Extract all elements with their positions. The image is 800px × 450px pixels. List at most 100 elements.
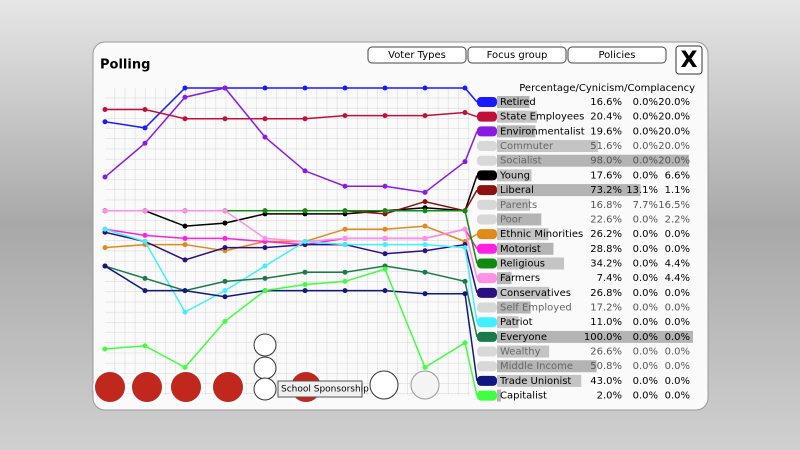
trend-point (302, 281, 308, 287)
icon[interactable] (253, 377, 277, 401)
trend-point (142, 239, 148, 244)
group-swatch[interactable] (477, 126, 497, 137)
group-value: 0.0% (665, 391, 690, 402)
close-label[interactable]: X (681, 48, 698, 73)
group-value: 100.0% (584, 332, 622, 343)
group-swatch[interactable] (477, 111, 497, 122)
trend-point (102, 208, 108, 214)
icon[interactable] (93, 370, 127, 404)
trend-point (382, 85, 388, 91)
icon[interactable] (253, 333, 277, 357)
trend-point (182, 364, 188, 370)
percentage-bar (497, 198, 530, 211)
percentage-bar (497, 360, 597, 373)
group-value: 17.2% (590, 303, 622, 314)
group-swatch[interactable] (477, 331, 497, 342)
group-value: 34.2% (590, 258, 622, 269)
trend-line (105, 210, 466, 243)
group-swatch[interactable] (477, 214, 497, 225)
group-swatch[interactable] (477, 141, 497, 152)
group-value: 4.4% (665, 258, 690, 269)
group-name: Wealthy (500, 347, 541, 358)
trend-point (422, 85, 428, 91)
icon[interactable] (253, 356, 277, 380)
icon[interactable] (211, 370, 245, 404)
icon[interactable] (410, 370, 440, 400)
trend-point (222, 220, 228, 226)
tab-label[interactable]: Focus group (487, 50, 548, 61)
group-value: 0.0% (665, 332, 690, 343)
group-swatch[interactable] (477, 273, 497, 284)
group-value: 0.0% (633, 97, 658, 108)
trend-point (422, 223, 428, 229)
group-swatch[interactable] (477, 243, 497, 254)
group-swatch[interactable] (477, 317, 497, 328)
trend-point (102, 174, 108, 180)
group-swatch[interactable] (477, 170, 497, 181)
trend-point (462, 110, 468, 116)
trend-point (382, 226, 388, 232)
trend-point (102, 346, 108, 352)
legend-connector (464, 244, 478, 294)
group-value: 0.0% (633, 303, 658, 314)
line-layer (102, 85, 478, 396)
group-name: Patriot (500, 317, 533, 328)
trend-point (182, 309, 188, 315)
group-swatch[interactable] (477, 185, 497, 196)
group-swatch[interactable] (477, 346, 497, 357)
group-swatch[interactable] (477, 155, 497, 166)
group-name: Capitalist (500, 391, 547, 402)
group-value: 26.8% (590, 288, 622, 299)
group-name: Young (499, 170, 530, 181)
icon[interactable] (369, 370, 399, 400)
group-swatch[interactable] (477, 361, 497, 372)
group-value: 0.0% (665, 376, 690, 387)
trend-point (182, 94, 188, 100)
trend-point (382, 266, 388, 272)
group-swatch[interactable] (477, 229, 497, 240)
group-swatch[interactable] (477, 97, 497, 107)
trend-point (222, 288, 228, 294)
trend-line (105, 206, 466, 227)
group-swatch[interactable] (477, 258, 497, 269)
trend-point (182, 223, 188, 229)
close-button[interactable] (675, 45, 703, 75)
trend-point (462, 291, 468, 297)
trend-point (102, 106, 108, 112)
group-swatch[interactable] (477, 390, 497, 401)
group-value: 0.0% (633, 347, 658, 358)
group-value: 26.6% (590, 347, 622, 358)
icon[interactable] (169, 370, 203, 404)
trend-point (422, 235, 428, 241)
group-value: 20.0% (658, 156, 690, 167)
legend-connector (464, 342, 478, 396)
group-value: 20.0% (658, 97, 690, 108)
percentage-bar (497, 184, 641, 197)
tab-label[interactable]: Policies (599, 50, 636, 61)
tab[interactable] (567, 46, 667, 64)
group-name: Conservatives (500, 288, 571, 299)
trend-point (302, 85, 308, 91)
group-swatch[interactable] (477, 302, 497, 313)
tab[interactable] (467, 46, 567, 64)
group-value: 7.7% (633, 200, 658, 211)
group-value: 0.0% (633, 170, 658, 181)
icon[interactable] (130, 370, 164, 404)
group-swatch[interactable] (477, 199, 497, 210)
trend-point (382, 251, 388, 257)
group-value: 0.0% (633, 317, 658, 328)
group-swatch[interactable] (477, 287, 497, 298)
trend-point (142, 275, 148, 281)
group-name: Commuter (500, 141, 554, 152)
trend-line (104, 265, 465, 298)
percentage-bar (497, 345, 550, 358)
trend-point (422, 269, 428, 275)
trend-point (302, 116, 308, 122)
tab[interactable] (367, 46, 467, 64)
tab-label[interactable]: Voter Types (388, 50, 446, 61)
trend-point (142, 288, 148, 294)
trend-point (302, 239, 308, 244)
group-swatch[interactable] (477, 375, 497, 386)
group-value: 0.0% (633, 244, 658, 255)
trend-point (182, 235, 188, 241)
